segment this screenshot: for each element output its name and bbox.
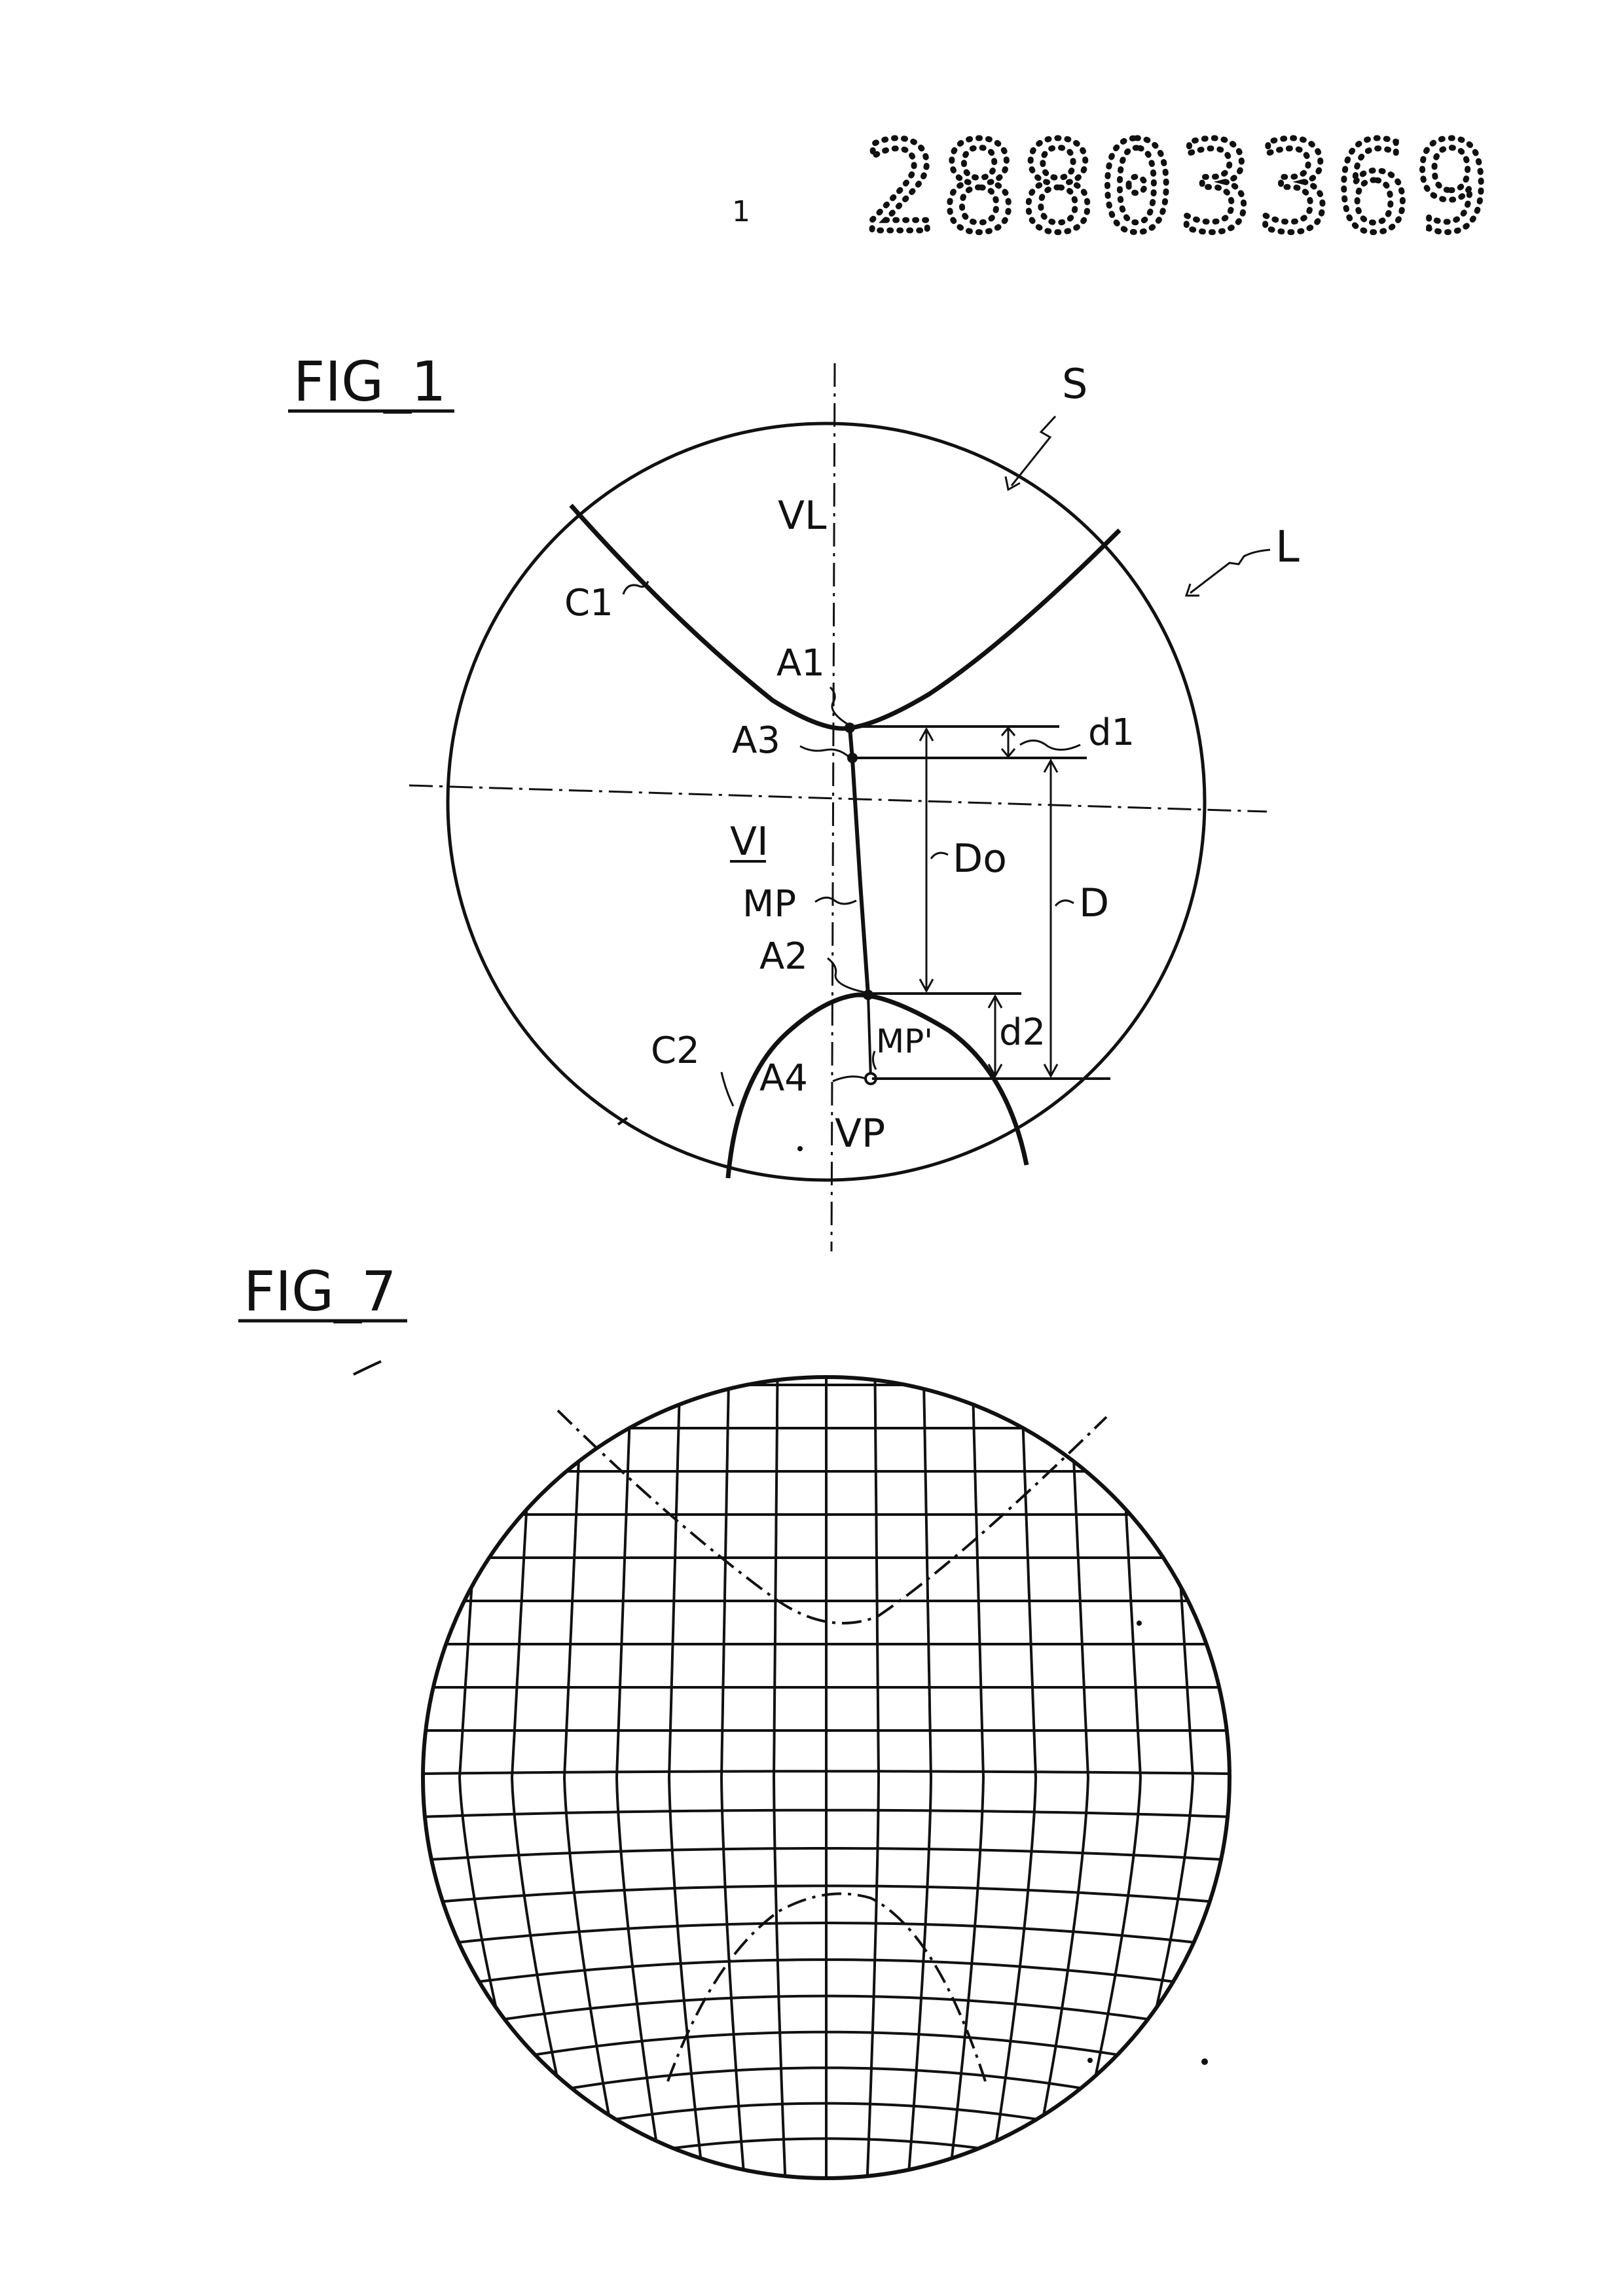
fig1-label-c2: C2	[651, 1030, 700, 1072]
fig1-stray-dot	[797, 1146, 803, 1151]
fig1-label-vl: VL	[778, 493, 827, 539]
fig1-label-do: Do	[953, 836, 1007, 882]
document-number: 2880336​9	[863, 115, 1493, 260]
fig1-leader-d1	[1020, 740, 1080, 749]
fig7-grid-vertical-line	[460, 1372, 540, 2183]
fig1-label-a1: A1	[776, 642, 825, 685]
fig7-grid-vertical-line	[949, 1372, 983, 2183]
fig7-grid-vertical-line	[908, 1372, 931, 2183]
fig1-leader-c2	[721, 1072, 733, 1106]
fig7-grid-vertical-line	[1112, 1372, 1193, 2183]
fig1-label-s: S	[1062, 360, 1087, 408]
fig1-label-d: D	[1079, 880, 1109, 926]
fig1-label-mp-prime: MP'	[876, 1022, 933, 1060]
fig1-horizontal-axis	[409, 785, 1267, 812]
fig7-stray-dot-2	[1087, 2058, 1093, 2063]
fig7-grid-vertical-line	[669, 1372, 704, 2183]
fig7-grid-vertical-line	[617, 1372, 663, 2183]
fig7-grid-vertical-line	[512, 1372, 581, 2183]
fig1-label-vi: VI	[730, 819, 769, 865]
fig1-leader-l	[1190, 550, 1270, 593]
fig1-leader-l-arrow	[1186, 584, 1199, 596]
fig7-title: FIG_7	[244, 1259, 397, 1323]
fig7-grid-vertical-line	[1030, 1372, 1088, 2183]
page-number: 1	[732, 195, 750, 228]
fig1-label-mp: MP	[742, 883, 796, 925]
fig7-grid-vertical-line	[721, 1372, 744, 2183]
fig1-leader-mp	[815, 897, 856, 904]
fig1-label-l: L	[1275, 522, 1300, 572]
fig1-label-d1: d1	[1088, 711, 1135, 754]
fig1-meridian-extension	[868, 995, 871, 1079]
fig7-stray-dot-3	[1201, 2058, 1208, 2065]
fig1-label-d2: d2	[999, 1011, 1046, 1054]
fig7-grid-vertical-line	[1071, 1372, 1140, 2183]
fig7-grid-vertical-line	[774, 1372, 786, 2183]
fig1-label-vp: VP	[835, 1111, 885, 1157]
fig1-leader-do	[931, 853, 948, 859]
fig1-leader-d	[1055, 901, 1074, 906]
figure-1: FIG_1	[288, 350, 1300, 1251]
fig1-meridian-line	[850, 728, 868, 995]
fig7-stray-dot-1	[1137, 1621, 1142, 1626]
figure-7: FIG_7	[238, 1259, 1245, 2206]
fig7-grid-vertical-line	[990, 1372, 1036, 2183]
fig1-label-a3: A3	[732, 719, 780, 762]
fig7-grid-vertical-line	[564, 1372, 622, 2183]
fig1-label-c1: C1	[564, 582, 613, 624]
fig1-title: FIG_1	[293, 350, 447, 414]
fig1-label-a2: A2	[759, 935, 808, 978]
fig1-leader-a3	[800, 746, 848, 757]
fig7-distortion-grid	[407, 1372, 1245, 2206]
fig1-curve-c1	[571, 505, 1120, 728]
fig7-stray-mark	[354, 1361, 381, 1374]
fig1-label-a4: A4	[759, 1057, 808, 1100]
fig7-grid-vertical-line	[867, 1372, 879, 2183]
fig1-leader-a4	[833, 1077, 866, 1081]
